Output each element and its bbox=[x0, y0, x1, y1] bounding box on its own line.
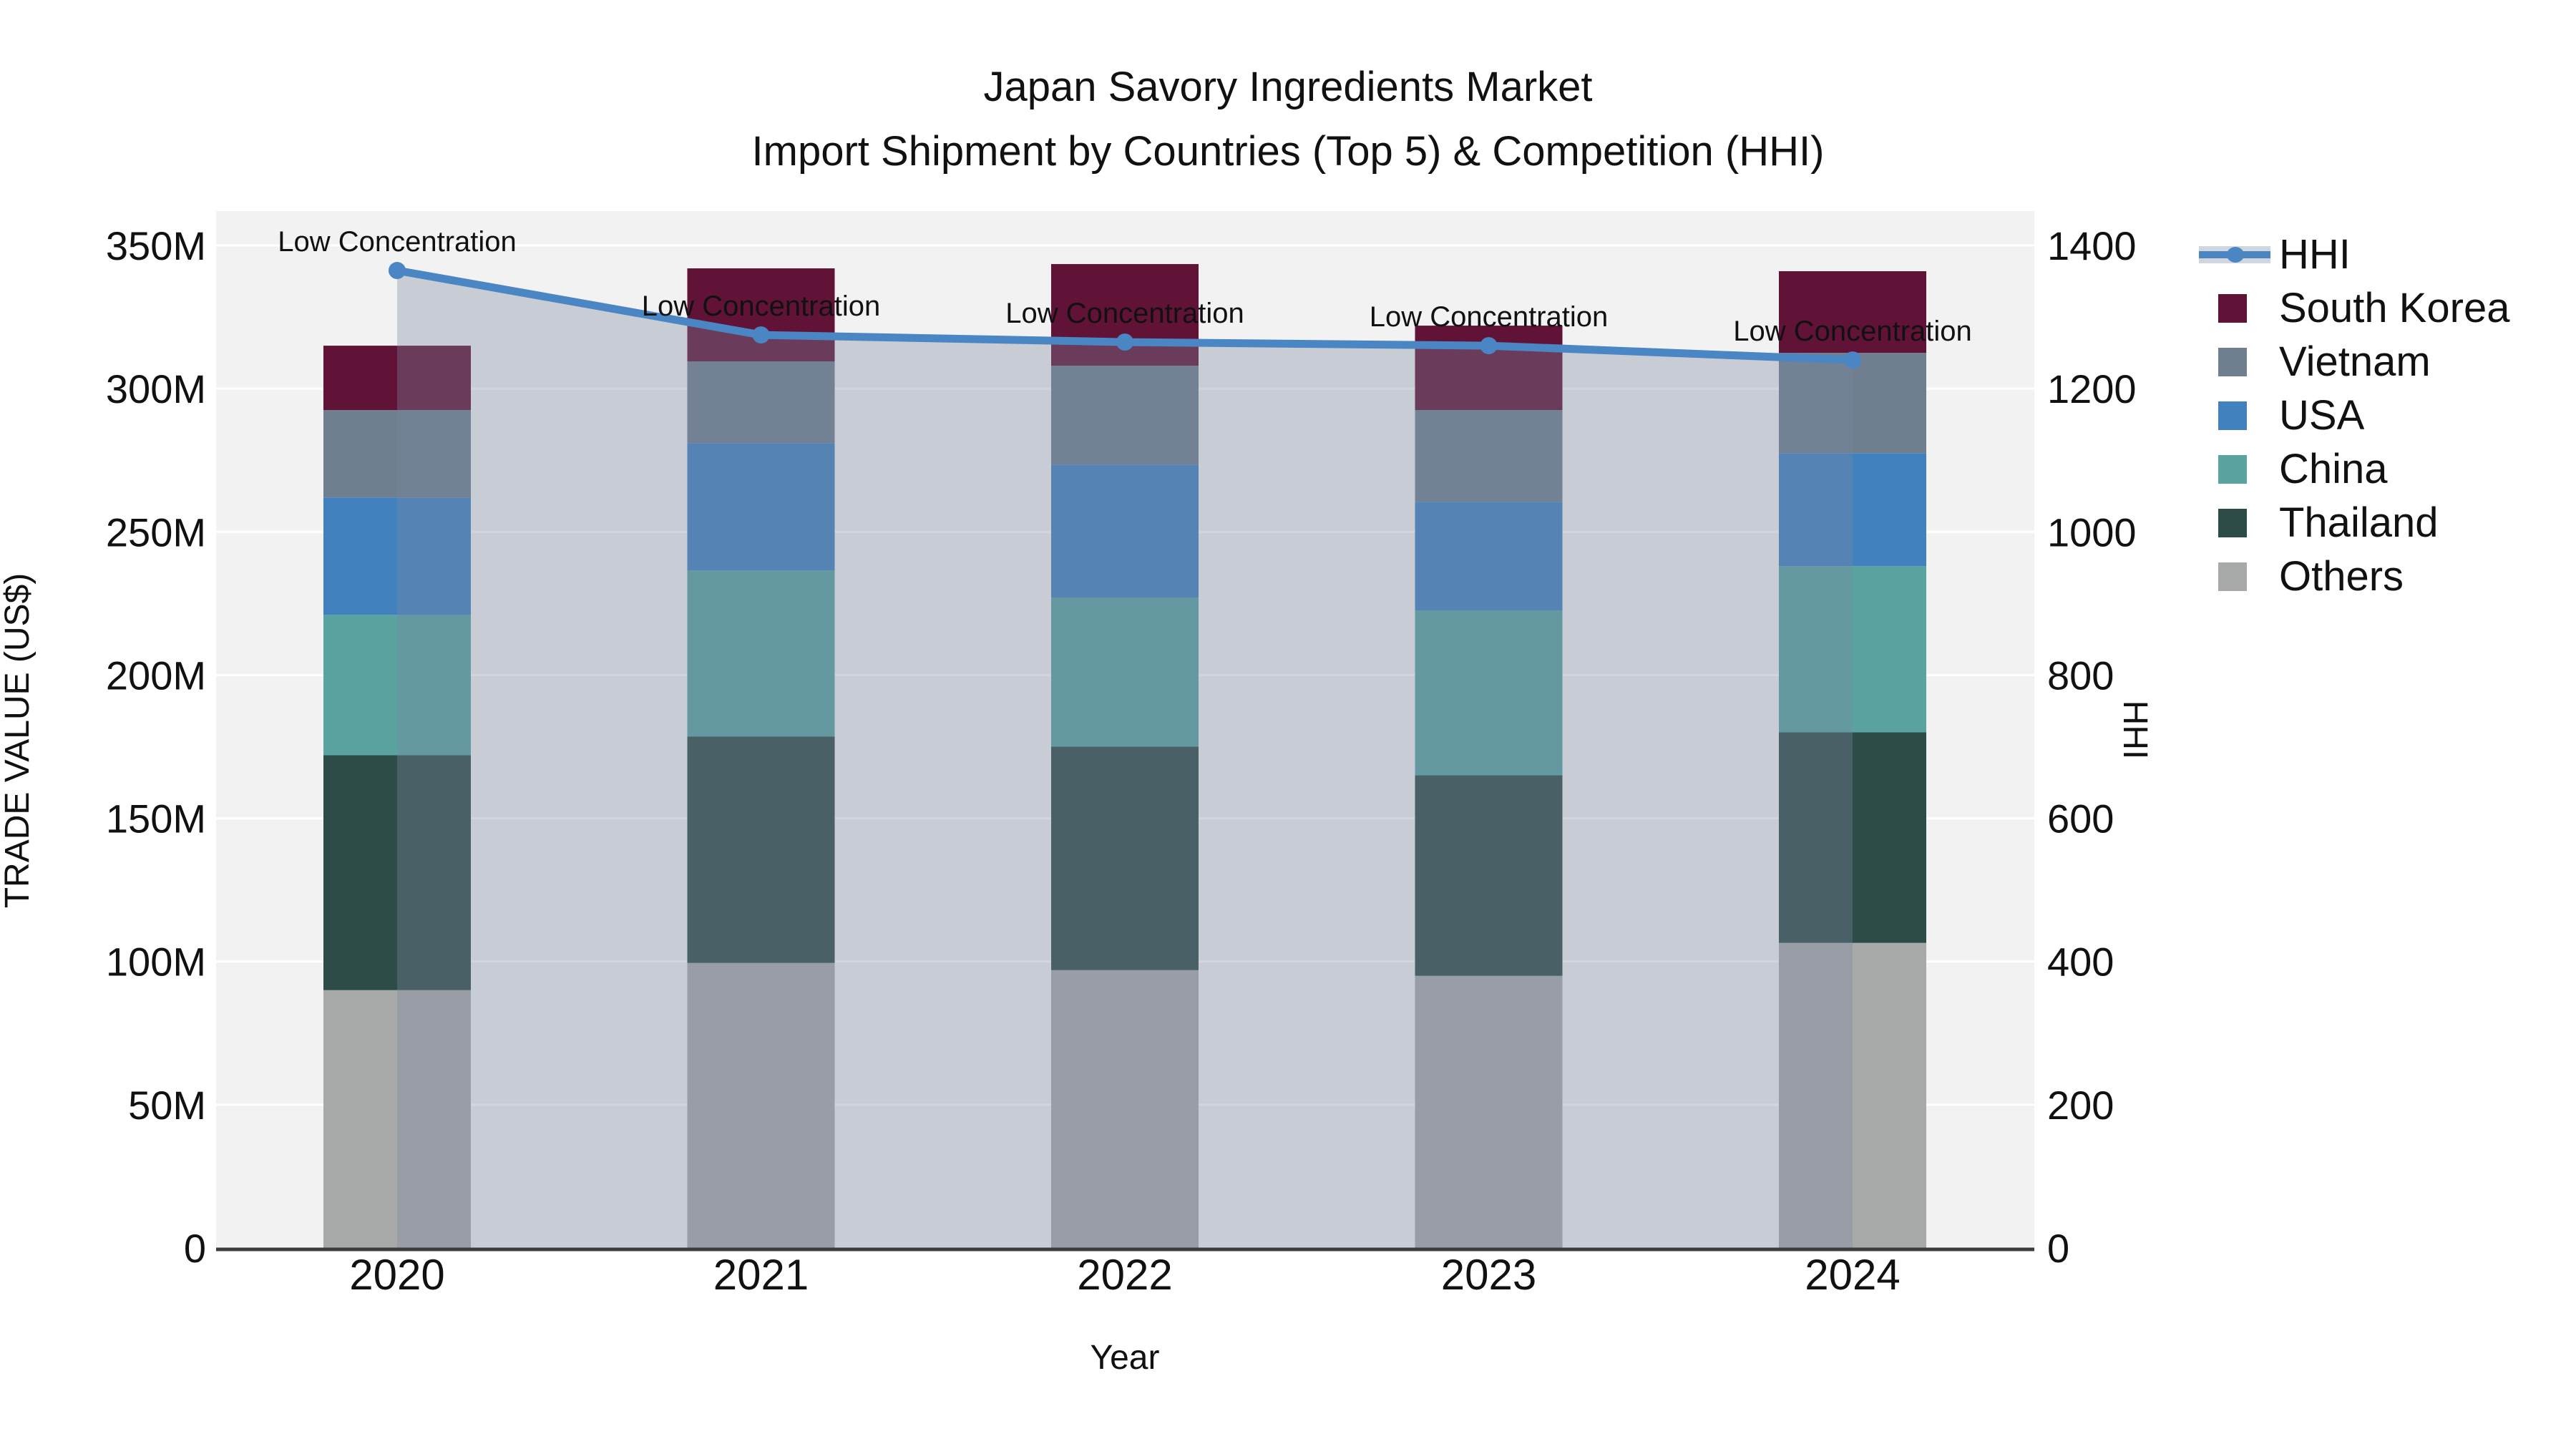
bar-segment-vietnam-2020 bbox=[323, 410, 471, 498]
bar-segment-usa-2024 bbox=[1779, 453, 1926, 567]
x-tick-label-2021: 2021 bbox=[713, 1251, 809, 1299]
legend-item-thailand[interactable]: Thailand bbox=[2193, 496, 2509, 550]
y-axis-title-right: HHI bbox=[2116, 701, 2154, 760]
bar-segment-others-2022 bbox=[1051, 970, 1199, 1248]
y-tick-label-right: 0 bbox=[2047, 1226, 2069, 1271]
bar-segment-thailand-2023 bbox=[1415, 775, 1563, 976]
bar-segment-south-korea-2021 bbox=[687, 268, 835, 362]
bar-segment-china-2023 bbox=[1415, 610, 1563, 776]
y-tick-label-right: 1200 bbox=[2047, 366, 2137, 411]
legend-swatch-slot bbox=[2193, 281, 2279, 335]
chart-title-line2: Import Shipment by Countries (Top 5) & C… bbox=[751, 128, 1825, 175]
annotation-label-2022: Low Concentration bbox=[1005, 298, 1244, 329]
legend: HHI South Korea Vietnam USA China Thailand Oth… bbox=[2193, 228, 2509, 603]
y-axis-title-left: TRADE VALUE (US$) bbox=[0, 573, 36, 909]
legend-item-south-korea[interactable]: South Korea bbox=[2193, 281, 2509, 335]
y-tick-label-left: 250M bbox=[106, 509, 206, 555]
bar-segment-others-2023 bbox=[1415, 975, 1563, 1248]
x-tick-label-2023: 2023 bbox=[1441, 1251, 1536, 1299]
bar-segment-vietnam-2022 bbox=[1051, 366, 1199, 465]
x-tick-label-2022: 2022 bbox=[1077, 1251, 1172, 1299]
annotation-label-2021: Low Concentration bbox=[642, 291, 881, 322]
hhi-marker-swatch bbox=[2227, 247, 2244, 263]
x-axis-title: Year bbox=[1091, 1339, 1160, 1377]
legend-color-swatch bbox=[2218, 509, 2247, 537]
hhi-marker-2022 bbox=[1116, 333, 1133, 351]
legend-label: South Korea bbox=[2279, 285, 2510, 331]
legend-swatch-slot bbox=[2193, 442, 2279, 496]
bar-segment-others-2024 bbox=[1779, 942, 1926, 1248]
legend-item-hhi[interactable]: HHI bbox=[2193, 228, 2509, 281]
bar-segment-vietnam-2024 bbox=[1779, 353, 1926, 454]
legend-item-usa[interactable]: USA bbox=[2193, 389, 2509, 442]
bar-segment-usa-2020 bbox=[323, 497, 471, 615]
y-tick-label-left: 350M bbox=[106, 223, 206, 268]
y-tick-label-right: 1400 bbox=[2047, 223, 2137, 268]
y-tick-label-right: 1000 bbox=[2047, 509, 2137, 555]
bar-segment-thailand-2024 bbox=[1779, 732, 1926, 943]
legend-label: USA bbox=[2279, 392, 2365, 439]
bar-segment-vietnam-2023 bbox=[1415, 410, 1563, 502]
legend-label: Others bbox=[2279, 553, 2404, 600]
chart-title-line1: Japan Savory Ingredients Market bbox=[983, 64, 1593, 110]
y-tick-label-left: 50M bbox=[128, 1083, 206, 1128]
legend-color-swatch bbox=[2218, 401, 2247, 430]
legend-label: HHI bbox=[2279, 231, 2351, 278]
y-tick-label-left: 0 bbox=[184, 1226, 206, 1271]
annotation-label-2020: Low Concentration bbox=[278, 226, 517, 258]
hhi-marker-2021 bbox=[752, 326, 770, 344]
legend-swatch-slot bbox=[2193, 389, 2279, 442]
hhi-marker-2024 bbox=[1844, 351, 1861, 369]
bar-segment-usa-2022 bbox=[1051, 464, 1199, 598]
hhi-marker-2020 bbox=[389, 262, 406, 280]
legend-color-swatch bbox=[2218, 294, 2247, 323]
bar-segment-thailand-2020 bbox=[323, 755, 471, 990]
bar-segment-others-2020 bbox=[323, 990, 471, 1248]
bar-segment-china-2020 bbox=[323, 615, 471, 756]
legend-swatch-slot bbox=[2193, 335, 2279, 389]
x-tick-label-2024: 2024 bbox=[1805, 1251, 1900, 1299]
y-tick-label-left: 150M bbox=[106, 796, 206, 841]
y-tick-label-right: 400 bbox=[2047, 940, 2114, 985]
legend-swatch-slot bbox=[2193, 550, 2279, 603]
bar-segment-usa-2023 bbox=[1415, 502, 1563, 611]
y-tick-label-left: 100M bbox=[106, 940, 206, 985]
y-tick-label-right: 800 bbox=[2047, 653, 2114, 698]
annotation-label-2023: Low Concentration bbox=[1370, 301, 1609, 333]
legend-label: Vietnam bbox=[2279, 338, 2431, 385]
legend-label: Thailand bbox=[2279, 499, 2439, 546]
bar-segment-usa-2021 bbox=[687, 443, 835, 571]
bar-segment-vietnam-2021 bbox=[687, 361, 835, 444]
bar-segment-south-korea-2020 bbox=[323, 346, 471, 411]
bar-segment-china-2024 bbox=[1779, 566, 1926, 733]
bar-segment-thailand-2021 bbox=[687, 736, 835, 963]
legend-item-china[interactable]: China bbox=[2193, 442, 2509, 496]
y-tick-label-left: 300M bbox=[106, 366, 206, 411]
bar-segment-china-2022 bbox=[1051, 597, 1199, 747]
legend-color-swatch bbox=[2218, 562, 2247, 591]
legend-color-swatch bbox=[2218, 455, 2247, 484]
bar-segment-thailand-2022 bbox=[1051, 746, 1199, 970]
y-tick-label-right: 600 bbox=[2047, 796, 2114, 841]
legend-swatch-slot bbox=[2193, 496, 2279, 550]
annotation-label-2024: Low Concentration bbox=[1733, 316, 1972, 347]
legend-item-vietnam[interactable]: Vietnam bbox=[2193, 335, 2509, 389]
bar-segment-china-2021 bbox=[687, 570, 835, 737]
legend-label: China bbox=[2279, 446, 2388, 492]
bar-segment-south-korea-2024 bbox=[1779, 271, 1926, 353]
y-tick-label-right: 200 bbox=[2047, 1083, 2114, 1128]
legend-swatch-slot bbox=[2193, 228, 2279, 281]
y-tick-label-left: 200M bbox=[106, 653, 206, 698]
hhi-area bbox=[397, 270, 1853, 1248]
legend-color-swatch bbox=[2218, 348, 2247, 376]
x-tick-label-2020: 2020 bbox=[349, 1251, 444, 1299]
legend-item-others[interactable]: Others bbox=[2193, 550, 2509, 603]
bar-segment-others-2021 bbox=[687, 962, 835, 1248]
hhi-marker-2023 bbox=[1480, 337, 1498, 355]
